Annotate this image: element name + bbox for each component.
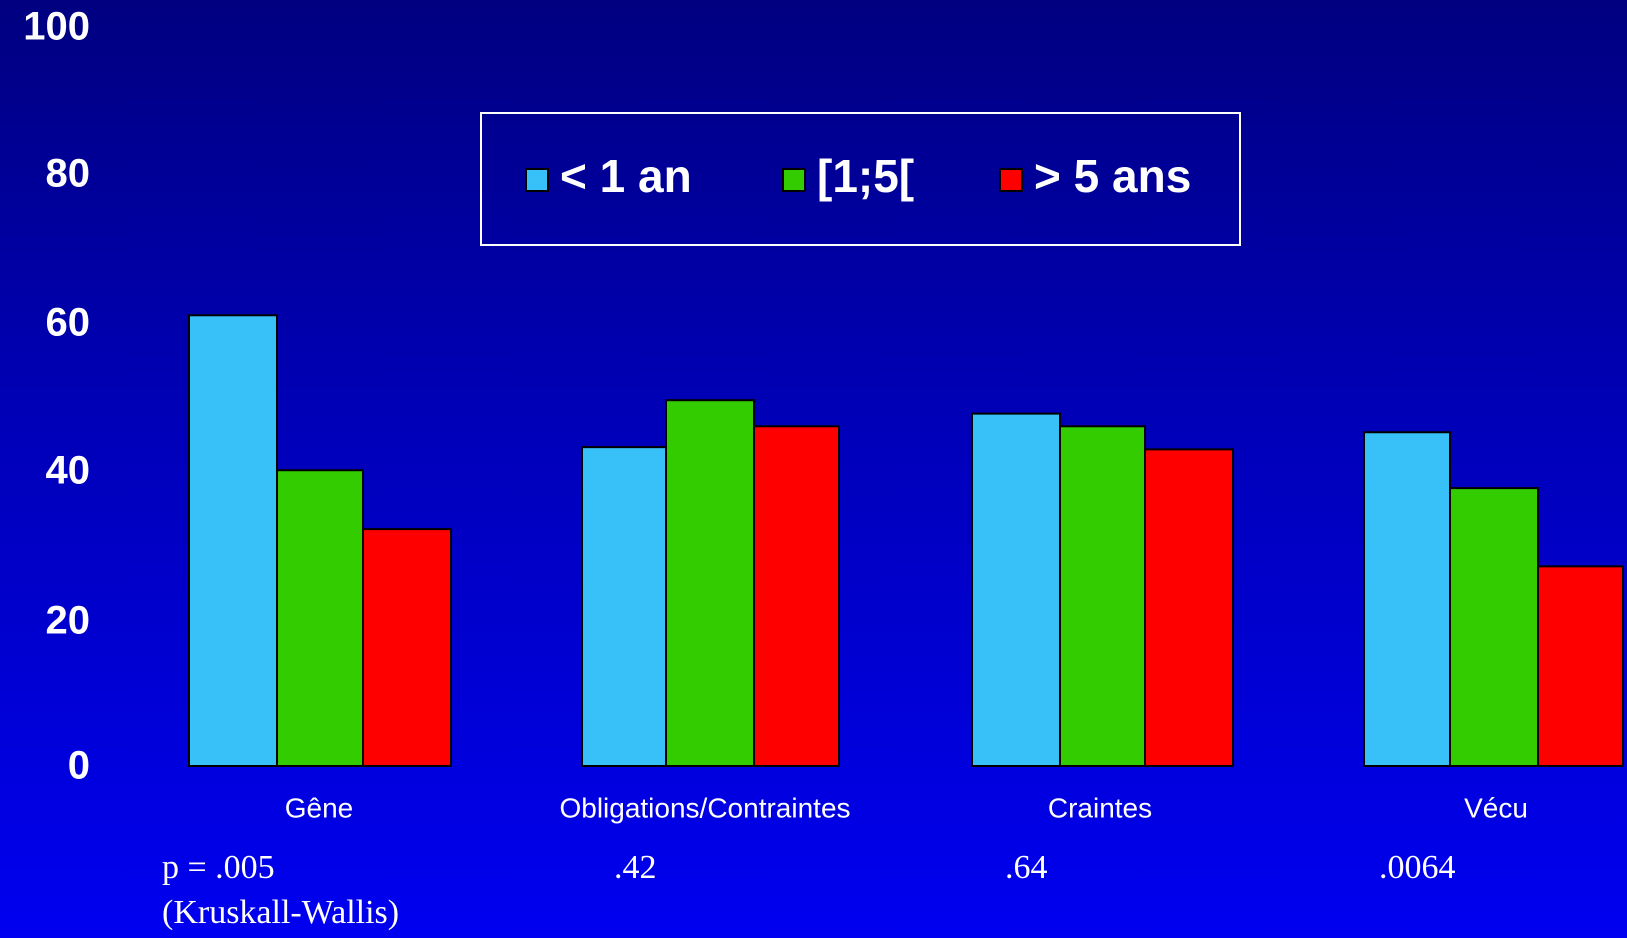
bar-groups — [188, 314, 1624, 768]
y-tick-label: 20 — [46, 599, 91, 643]
p-value-row: p = .005 .42 .64 .0064 (Kruskall-Wallis) — [162, 849, 1456, 931]
y-tick-label: 40 — [46, 449, 91, 493]
x-tick-label: Craintes — [1048, 792, 1152, 823]
p-value-label: .42 — [614, 849, 657, 886]
bar — [971, 412, 1061, 767]
legend-item: < 1 an — [525, 150, 692, 202]
y-tick-label: 0 — [68, 744, 90, 788]
bar — [1059, 425, 1146, 767]
bar — [1363, 431, 1451, 767]
legend-label: > 5 ans — [1034, 150, 1191, 202]
legend: < 1 an [1;5[ > 5 ans — [480, 112, 1241, 246]
legend-swatch — [999, 168, 1023, 192]
y-tick-label: 100 — [23, 5, 90, 49]
bar-group — [1363, 431, 1624, 768]
bar-group — [971, 412, 1234, 767]
bar — [188, 314, 278, 767]
x-tick-label: Gêne — [285, 792, 354, 823]
p-value-label: p = .005 — [162, 849, 275, 886]
x-axis: Gêne Obligations/Contraintes Craintes Vécu — [285, 792, 1528, 823]
bar — [581, 446, 667, 767]
legend-frame — [480, 112, 1241, 246]
p-value-label: .0064 — [1379, 849, 1456, 886]
y-axis: 0 20 40 60 80 100 — [23, 5, 90, 788]
legend-item: > 5 ans — [999, 150, 1191, 202]
legend-label: < 1 an — [560, 150, 692, 202]
bar — [665, 399, 755, 767]
bar-group — [581, 399, 840, 767]
legend-item: [1;5[ — [782, 150, 914, 202]
legend-label: [1;5[ — [817, 150, 914, 202]
legend-swatch — [525, 168, 549, 192]
bar — [362, 528, 452, 768]
p-value-test-note: (Kruskall-Wallis) — [162, 894, 399, 931]
p-value-label: .64 — [1005, 849, 1048, 886]
bar-group — [188, 314, 452, 768]
legend-swatch — [782, 168, 806, 192]
y-tick-label: 60 — [46, 301, 91, 345]
bar — [1449, 487, 1539, 767]
bar — [276, 469, 364, 767]
bar — [1144, 448, 1234, 767]
x-tick-label: Vécu — [1464, 792, 1528, 823]
bar — [753, 425, 840, 767]
x-tick-label: Obligations/Contraintes — [559, 792, 850, 823]
bar — [1537, 565, 1624, 768]
y-tick-label: 80 — [46, 152, 91, 196]
